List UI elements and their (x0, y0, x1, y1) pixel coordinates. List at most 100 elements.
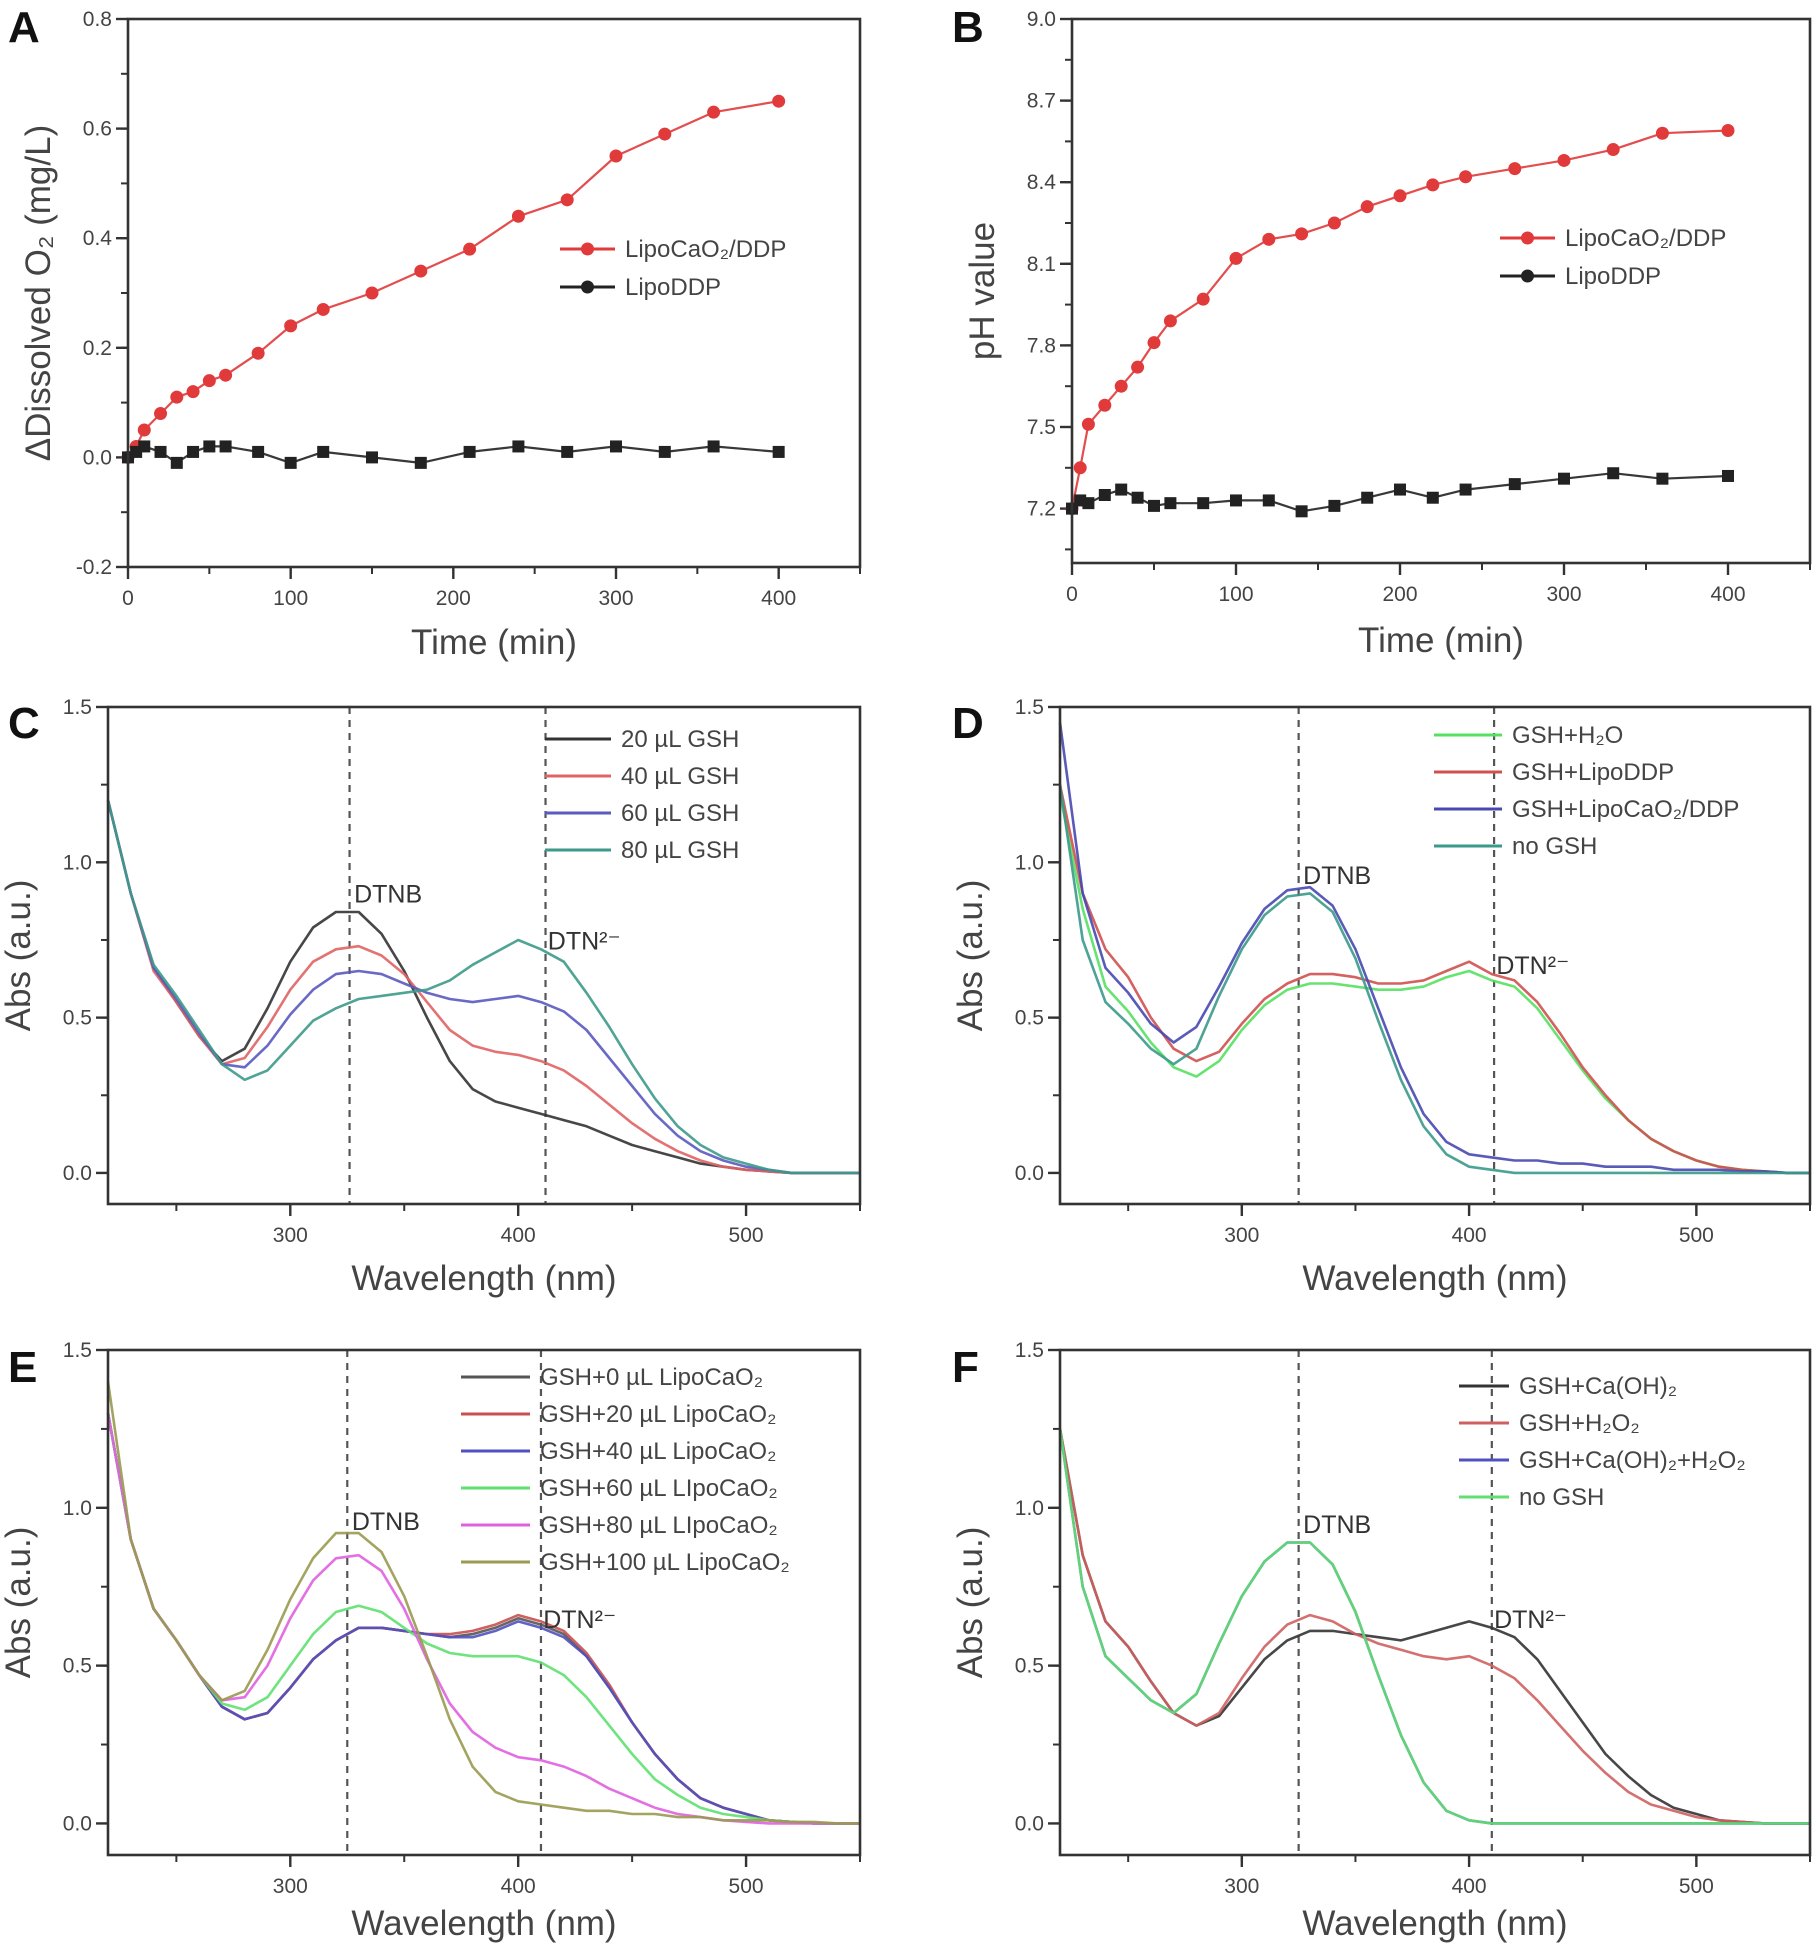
x-tick-label: 0 (1066, 583, 1078, 606)
x-tick-label: 100 (273, 587, 308, 610)
legend-label: GSH+LipoCaO₂/DDP (1512, 796, 1739, 823)
series-line (1058, 1428, 1810, 1825)
legend-label: LipoCaO₂/DDP (625, 236, 786, 263)
data-point (512, 440, 525, 453)
data-point (772, 94, 786, 108)
y-tick-label: 9.0 (1027, 8, 1056, 31)
series-line (1058, 1428, 1810, 1825)
y-tick-label: 0.0 (1015, 1812, 1044, 1835)
data-point (1656, 472, 1669, 485)
data-point (154, 407, 168, 421)
y-tick-label: 8.1 (1027, 253, 1056, 276)
legend-label: 80 µL GSH (621, 837, 739, 864)
y-tick-label: 1.0 (1015, 1497, 1044, 1520)
annotation: DTN²⁻ (548, 927, 621, 955)
series-line (106, 1412, 860, 1825)
panel-label: B (952, 3, 984, 52)
plot-frame (106, 705, 862, 1206)
data-point (365, 286, 379, 300)
x-tick-label: 300 (273, 1224, 308, 1247)
y-axis-title: Abs (a.u.) (0, 880, 38, 1032)
data-point (1327, 216, 1341, 230)
y-tick-label: 1.0 (63, 851, 92, 874)
data-point (219, 368, 233, 382)
data-point (1558, 472, 1570, 485)
data-point (609, 149, 623, 163)
data-point (1459, 483, 1472, 496)
data-point (186, 385, 200, 399)
data-point (252, 445, 265, 458)
y-tick-label: 0.4 (83, 227, 113, 250)
panel-a: A 0 100 200 300 400 -0.2 0.0 0.2 0.4 0.6 0.8 LipoCaO… (8, 3, 862, 662)
data-point (1607, 467, 1620, 480)
x-tick-label: 100 (1218, 583, 1253, 606)
panel-e: E 300 400 500 0.0 0.5 1.0 1.5 GSH+0 µL LipoCaO₂ G… (0, 1339, 862, 1943)
x-tick-label: 400 (1452, 1875, 1487, 1898)
legend-label: GSH+0 µL LipoCaO₂ (540, 1364, 763, 1391)
panel-b: B 0 100 200 300 400 7.2 7.5 7.8 8.1 8.4 8.7 9.0 LipoC… (952, 3, 1812, 660)
data-point (1131, 360, 1145, 374)
data-point (1081, 417, 1095, 431)
series-line (106, 1381, 860, 1825)
y-tick-label: 0.0 (63, 1812, 92, 1835)
data-point (658, 127, 672, 141)
legend-label: no GSH (1512, 833, 1597, 860)
data-point (463, 242, 477, 256)
y-axis-title: Abs (a.u.) (0, 1527, 38, 1679)
series-line (1058, 784, 1810, 1175)
panel-d: D 300 400 500 0.0 0.5 1.0 1.5 GSH+H₂O GSH+LipoDDP… (951, 696, 1812, 1298)
y-tick-label: 0.8 (83, 8, 112, 31)
data-point (658, 445, 671, 458)
data-point (1230, 494, 1242, 507)
data-point (284, 319, 298, 333)
legend-label: GSH+100 µL LipoCaO₂ (540, 1549, 790, 1576)
x-axis-title: Time (min) (411, 623, 577, 662)
x-tick-label: 400 (1452, 1224, 1487, 1247)
legend-label: 60 µL GSH (621, 800, 739, 827)
plot-frame (1058, 705, 1812, 1206)
data-point (251, 346, 265, 360)
data-point (1098, 398, 1112, 412)
y-tick-label: 0.5 (63, 1655, 92, 1678)
data-point (707, 105, 721, 119)
data-point (1557, 153, 1571, 167)
x-tick-label: 500 (1679, 1224, 1714, 1247)
x-axis-title: Wavelength (nm) (1302, 1259, 1567, 1298)
data-point (203, 440, 216, 453)
x-axis-title: Wavelength (nm) (351, 1904, 616, 1943)
data-point (1721, 124, 1735, 138)
y-tick-label: 8.7 (1027, 90, 1056, 113)
legend-marker (581, 280, 594, 294)
y-tick-label: 1.5 (1015, 1339, 1044, 1362)
data-point (1295, 505, 1308, 518)
panel-c: C 300 400 500 0.0 0.5 1.0 1.5 20 µL GSH 40 µL GSH… (0, 696, 862, 1298)
x-axis-title: Wavelength (nm) (351, 1259, 616, 1298)
data-point (1082, 497, 1095, 510)
series-line (106, 799, 860, 1175)
data-point (463, 445, 476, 458)
x-tick-label: 500 (729, 1224, 764, 1247)
series-line (106, 799, 860, 1175)
x-tick-label: 300 (598, 587, 633, 610)
data-point (414, 456, 427, 469)
series-line (106, 1412, 860, 1825)
legend-marker (1521, 269, 1534, 283)
data-point (1328, 499, 1341, 512)
x-tick-label: 300 (1546, 583, 1581, 606)
legend-label: 40 µL GSH (621, 763, 739, 790)
y-tick-label: 7.8 (1027, 334, 1056, 357)
panel-label: D (952, 699, 984, 748)
x-tick-label: 400 (501, 1875, 536, 1898)
y-tick-label: 0.0 (1015, 1162, 1044, 1185)
data-point (1394, 483, 1406, 496)
data-point (219, 440, 232, 453)
legend-label: GSH+20 µL LipoCaO₂ (540, 1401, 776, 1428)
legend-label: GSH+60 µL LIpoCaO₂ (540, 1475, 778, 1502)
y-tick-label: 1.0 (1015, 851, 1044, 874)
data-point (1164, 497, 1177, 510)
series-line (1071, 472, 1729, 513)
annotation: DTN²⁻ (1494, 1606, 1567, 1634)
legend-marker (1521, 231, 1534, 245)
annotation: DTNB (354, 881, 422, 909)
y-tick-label: 7.5 (1027, 416, 1056, 439)
